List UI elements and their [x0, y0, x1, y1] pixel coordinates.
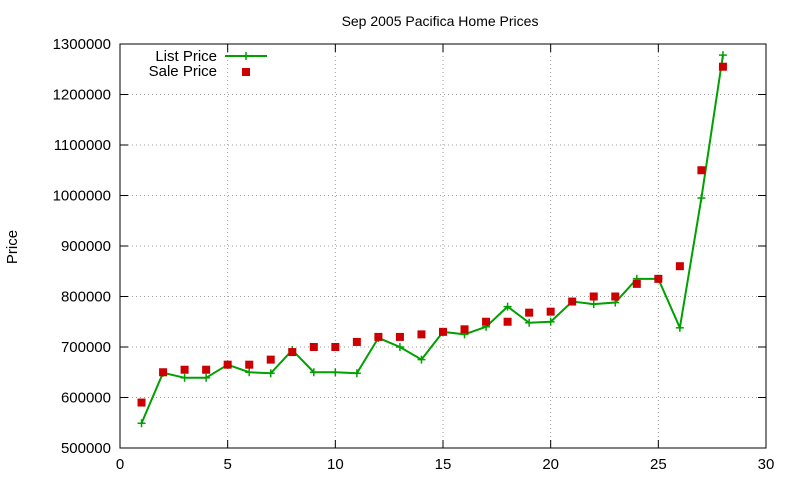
y-tick-label: 600000	[61, 390, 111, 407]
sale-price-point	[374, 332, 383, 341]
sale-price-point	[568, 297, 577, 306]
y-tick-label: 700000	[61, 339, 111, 356]
legend-swatches	[225, 52, 267, 76]
list-price-point	[352, 369, 361, 378]
x-tick-label: 5	[223, 456, 231, 473]
legend-label-list-price: List Price	[155, 48, 217, 65]
sale-price-point	[697, 166, 706, 175]
list-price-point	[202, 373, 211, 382]
sale-price-point	[718, 62, 727, 71]
grid-layer	[120, 44, 766, 448]
list-price-point	[503, 302, 512, 311]
sale-price-point	[309, 343, 318, 351]
y-tick-label: 900000	[61, 238, 111, 255]
x-tick-label: 30	[758, 456, 775, 473]
legend-marker-sale-price	[242, 68, 250, 76]
list-price-line	[140, 54, 724, 424]
list-price-point	[525, 318, 534, 327]
chart-title: Sep 2005 Pacifica Home Prices	[342, 13, 539, 29]
list-price-point	[675, 323, 684, 332]
sale-price-point	[611, 292, 620, 301]
sale-price-point	[546, 307, 555, 316]
series-layer	[137, 51, 727, 428]
sale-price-point	[460, 325, 469, 334]
list-price-point	[266, 369, 275, 378]
x-tick-label: 25	[650, 456, 667, 473]
y-tick-label: 1100000	[54, 137, 111, 154]
x-tick-label: 10	[327, 456, 344, 473]
sale-price-point	[654, 274, 663, 283]
sale-price-point	[589, 292, 598, 301]
legend-label-sale-price: Sale Price	[149, 63, 217, 80]
sale-price-point	[180, 365, 189, 374]
sale-price-point	[417, 330, 426, 339]
series-list-price	[137, 51, 727, 428]
y-axis-label: Price	[4, 230, 21, 264]
list-price-point	[137, 419, 146, 428]
sale-price-point	[439, 327, 447, 336]
y-tick-label: 1200000	[53, 87, 111, 104]
list-price-point	[331, 368, 340, 377]
list-price-point	[718, 51, 727, 60]
x-tick-label: 15	[435, 456, 452, 473]
sale-price-point	[503, 317, 512, 326]
y-tick-label: 1000000	[53, 188, 111, 205]
sale-price-point	[331, 343, 340, 351]
list-price-point	[309, 368, 318, 377]
sale-price-point	[288, 348, 297, 357]
list-price-point	[417, 355, 426, 364]
list-price-point	[245, 368, 254, 377]
sale-price-point	[632, 279, 641, 288]
list-price-point	[180, 373, 189, 382]
list-price-point	[546, 317, 555, 326]
x-tick-label: 0	[116, 456, 124, 473]
y-tick-label: 1300000	[53, 36, 111, 53]
sale-price-point	[266, 355, 275, 364]
y-tick-label: 800000	[61, 289, 111, 306]
x-tick-label: 20	[542, 456, 559, 473]
sale-price-point	[675, 262, 684, 271]
sale-price-point	[223, 360, 232, 369]
sale-price-point	[352, 337, 361, 346]
y-tick-label: 500000	[61, 440, 111, 457]
sale-price-point	[395, 332, 404, 341]
series-sale-price	[137, 62, 727, 407]
list-price-point	[697, 194, 706, 203]
list-price-point	[589, 300, 598, 309]
sale-price-point	[202, 365, 211, 374]
sale-price-point	[245, 360, 254, 369]
legend: List Price Sale Price	[149, 48, 267, 80]
axis-layer: 500000 600000 700000 800000 900000 1000000 110…	[53, 36, 775, 473]
list-price-point	[395, 343, 404, 351]
sale-price-point	[159, 368, 168, 377]
legend-marker-list-price	[242, 52, 250, 60]
sale-price-point	[137, 398, 146, 407]
sale-price-point	[525, 308, 534, 317]
sale-price-point	[482, 317, 491, 326]
